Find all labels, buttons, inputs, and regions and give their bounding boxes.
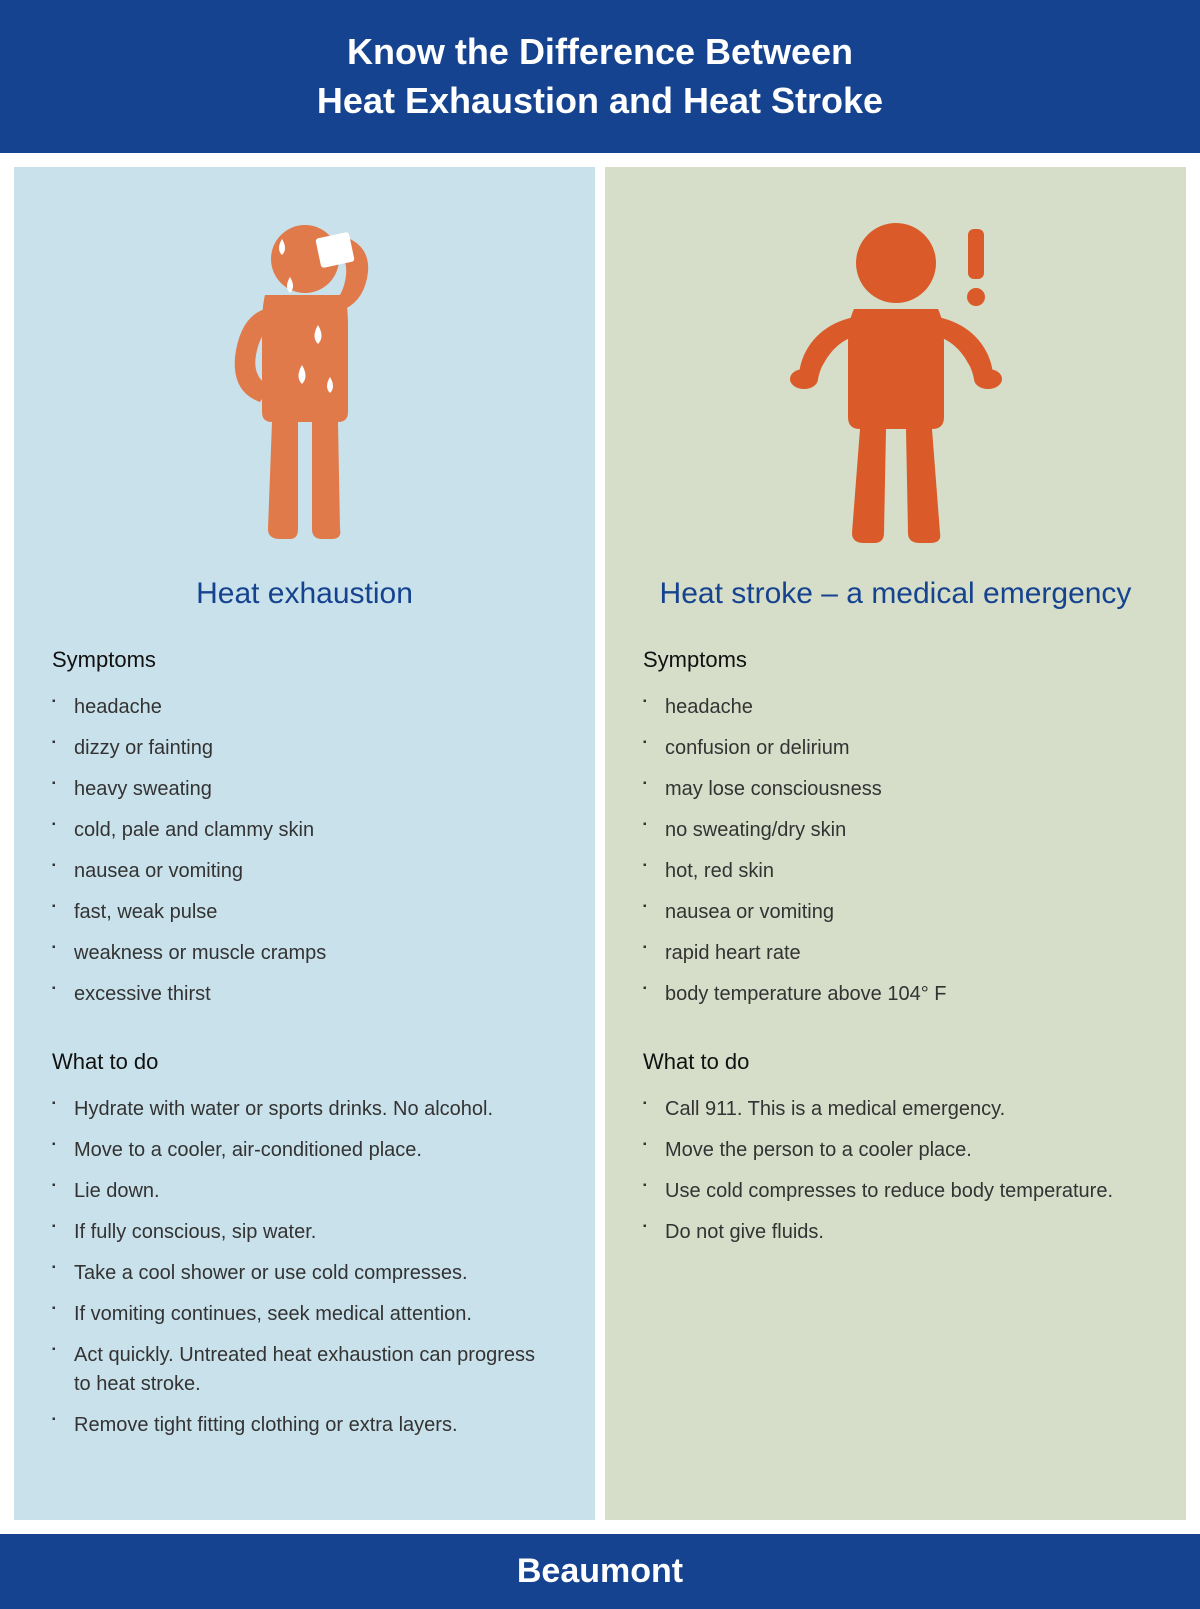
list-item: Lie down. (52, 1171, 557, 1212)
list-item: Hydrate with water or sports drinks. No … (52, 1089, 557, 1130)
list-item: dizzy or fainting (52, 728, 557, 769)
stroke-title: Heat stroke – a medical emergency (643, 577, 1148, 611)
list-item: headache (643, 687, 1148, 728)
column-heat-stroke: Heat stroke – a medical emergency Sympto… (605, 167, 1186, 1520)
list-item: If vomiting continues, seek medical atte… (52, 1294, 557, 1335)
list-item: Remove tight fitting clothing or extra l… (52, 1405, 557, 1446)
list-item: rapid heart rate (643, 933, 1148, 974)
footer-brand: Beaumont (0, 1534, 1200, 1609)
list-item: Take a cool shower or use cold compresse… (52, 1253, 557, 1294)
list-item: Move the person to a cooler place. (643, 1130, 1148, 1171)
list-item: Do not give fluids. (643, 1212, 1148, 1253)
sweating-person-icon (190, 217, 420, 547)
columns-container: Heat exhaustion Symptoms headachedizzy o… (0, 153, 1200, 1534)
stroke-symptoms-head: Symptoms (643, 647, 1148, 673)
list-item: nausea or vomiting (52, 851, 557, 892)
list-item: excessive thirst (52, 974, 557, 1015)
list-item: fast, weak pulse (52, 892, 557, 933)
list-item: may lose consciousness (643, 769, 1148, 810)
list-item: headache (52, 687, 557, 728)
stroke-actions-list: Call 911. This is a medical emergency.Mo… (643, 1089, 1148, 1253)
list-item: heavy sweating (52, 769, 557, 810)
stroke-symptoms-list: headacheconfusion or deliriummay lose co… (643, 687, 1148, 1015)
list-item: confusion or delirium (643, 728, 1148, 769)
exhaustion-symptoms-list: headachedizzy or faintingheavy sweatingc… (52, 687, 557, 1015)
stroke-actions-head: What to do (643, 1049, 1148, 1075)
page-header: Know the Difference Between Heat Exhaust… (0, 0, 1200, 153)
header-line-2: Heat Exhaustion and Heat Stroke (20, 77, 1180, 126)
confused-person-icon (746, 217, 1046, 547)
list-item: weakness or muscle cramps (52, 933, 557, 974)
exhaustion-title: Heat exhaustion (52, 577, 557, 611)
exhaustion-actions-head: What to do (52, 1049, 557, 1075)
list-item: Call 911. This is a medical emergency. (643, 1089, 1148, 1130)
list-item: nausea or vomiting (643, 892, 1148, 933)
list-item: Act quickly. Untreated heat exhaustion c… (52, 1335, 557, 1405)
header-line-1: Know the Difference Between (20, 28, 1180, 77)
list-item: If fully conscious, sip water. (52, 1212, 557, 1253)
exhaustion-actions-list: Hydrate with water or sports drinks. No … (52, 1089, 557, 1446)
list-item: body temperature above 104° F (643, 974, 1148, 1015)
list-item: hot, red skin (643, 851, 1148, 892)
exhaustion-symptoms-head: Symptoms (52, 647, 557, 673)
list-item: Use cold compresses to reduce body tempe… (643, 1171, 1148, 1212)
list-item: Move to a cooler, air-conditioned place. (52, 1130, 557, 1171)
list-item: cold, pale and clammy skin (52, 810, 557, 851)
column-heat-exhaustion: Heat exhaustion Symptoms headachedizzy o… (14, 167, 595, 1520)
stroke-figure-wrap (643, 197, 1148, 547)
list-item: no sweating/dry skin (643, 810, 1148, 851)
exhaustion-figure-wrap (52, 197, 557, 547)
